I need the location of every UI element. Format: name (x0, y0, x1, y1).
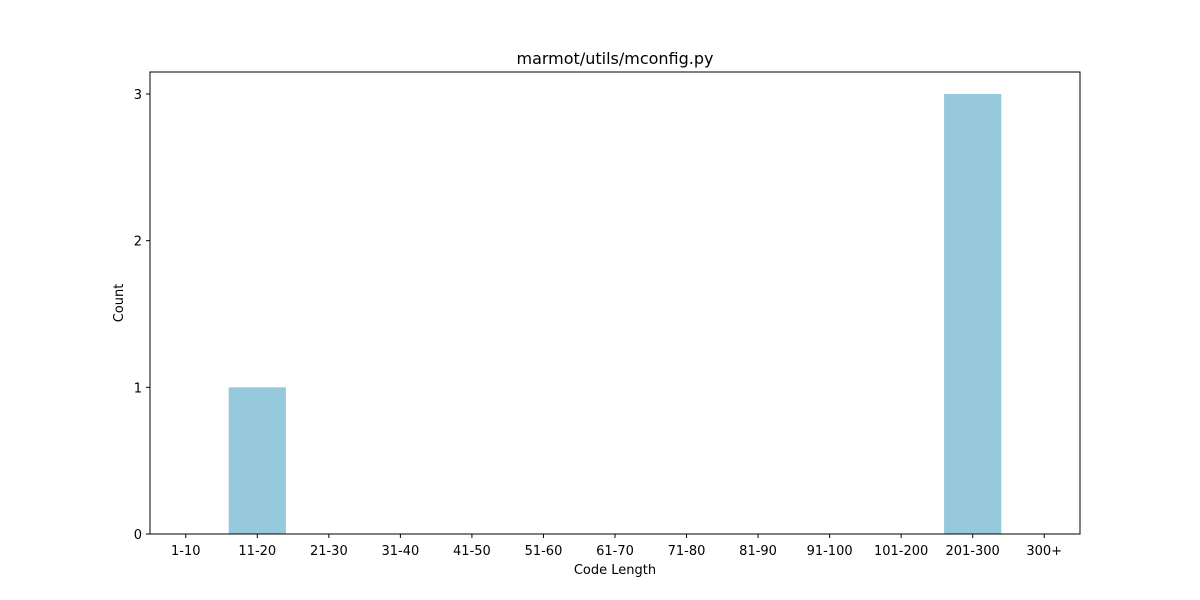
y-axis-label: Count (112, 284, 127, 323)
x-tick-label: 11-20 (238, 544, 276, 559)
y-tick-label: 1 (134, 381, 142, 396)
x-axis-label: Code Length (574, 563, 656, 578)
x-tick-label: 101-200 (874, 544, 928, 559)
x-tick-label: 51-60 (525, 544, 563, 559)
x-tick-label: 81-90 (739, 544, 777, 559)
x-tick-label: 91-100 (807, 544, 853, 559)
x-tick-label: 21-30 (310, 544, 348, 559)
bar-201-300 (944, 94, 1002, 534)
x-tick-label: 201-300 (946, 544, 1000, 559)
chart-title: marmot/utils/mconfig.py (516, 49, 713, 68)
x-tick-label: 71-80 (668, 544, 706, 559)
y-tick-label: 3 (134, 88, 142, 103)
x-tick-label: 41-50 (453, 544, 491, 559)
x-tick-label: 1-10 (171, 544, 201, 559)
bars-group (228, 94, 1002, 534)
x-tick-label: 31-40 (381, 544, 419, 559)
bar-11-20 (228, 387, 286, 534)
y-tick-label: 0 (134, 528, 142, 543)
x-axis-ticks: 1-10 11-20 21-30 31-40 41-50 51-60 61-70 71-80 8… (171, 534, 1062, 559)
y-tick-label: 2 (134, 235, 142, 250)
x-tick-label: 300+ (1026, 544, 1062, 559)
x-tick-label: 61-70 (596, 544, 634, 559)
y-axis-ticks: 0 1 2 3 (134, 88, 150, 543)
